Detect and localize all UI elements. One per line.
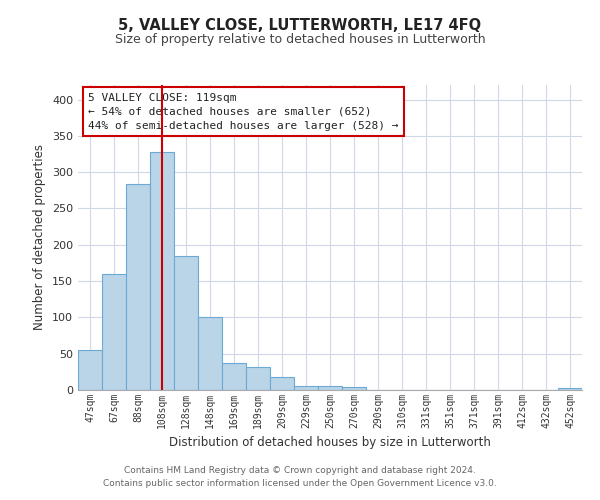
Bar [342, 387, 366, 390]
Bar [198, 316, 222, 390]
Text: 5 VALLEY CLOSE: 119sqm
← 54% of detached houses are smaller (652)
44% of semi-de: 5 VALLEY CLOSE: 119sqm ← 54% of detached… [88, 92, 398, 130]
Bar [222, 363, 246, 390]
Bar [150, 152, 174, 390]
Bar [558, 388, 582, 390]
Bar [246, 367, 270, 390]
Bar [126, 184, 150, 390]
Bar [294, 386, 318, 390]
Bar [78, 350, 102, 390]
Text: 5, VALLEY CLOSE, LUTTERWORTH, LE17 4FQ: 5, VALLEY CLOSE, LUTTERWORTH, LE17 4FQ [118, 18, 482, 32]
Text: Contains HM Land Registry data © Crown copyright and database right 2024.
Contai: Contains HM Land Registry data © Crown c… [103, 466, 497, 487]
Text: Size of property relative to detached houses in Lutterworth: Size of property relative to detached ho… [115, 32, 485, 46]
Bar [318, 386, 342, 390]
Bar [102, 274, 126, 390]
X-axis label: Distribution of detached houses by size in Lutterworth: Distribution of detached houses by size … [169, 436, 491, 450]
Bar [174, 256, 198, 390]
Y-axis label: Number of detached properties: Number of detached properties [34, 144, 46, 330]
Bar [270, 377, 294, 390]
